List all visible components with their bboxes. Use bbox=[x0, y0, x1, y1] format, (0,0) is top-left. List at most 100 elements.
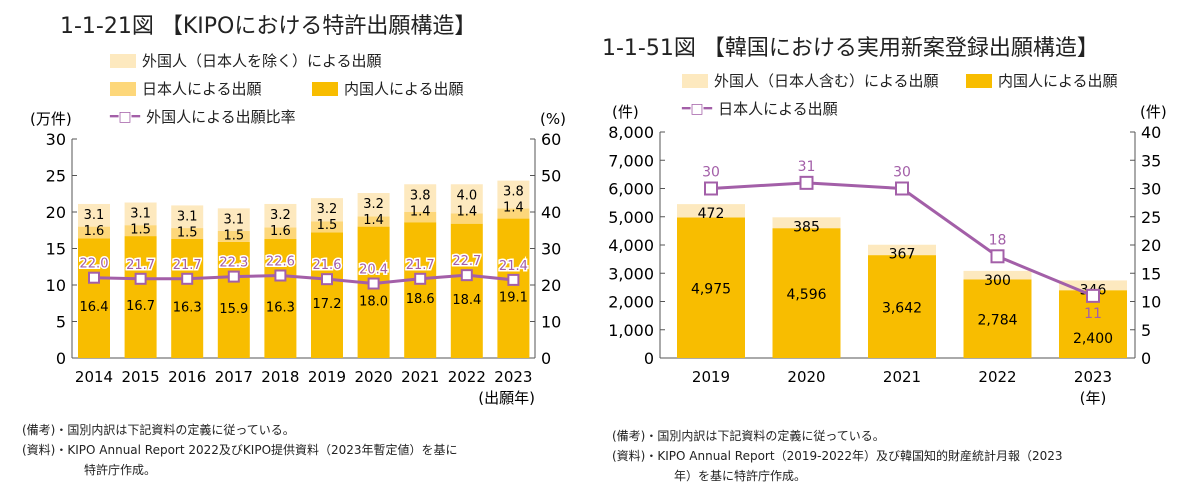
bar-label: 18.0 bbox=[359, 294, 388, 309]
chart2-notes: (備考)・国別内訳は下記資料の定義に従っている。 (資料)・KIPO Annual… bbox=[612, 426, 1063, 486]
bar-segment bbox=[357, 226, 390, 358]
bar-foreign bbox=[963, 270, 1032, 280]
legend-label: 外国人（日本人含む）による出願 bbox=[714, 72, 939, 90]
x-tick-label: 2021 bbox=[883, 368, 921, 386]
y-tick-label: 6,000 bbox=[608, 180, 654, 199]
bar-segment bbox=[78, 226, 110, 239]
bar-label: 18.4 bbox=[452, 293, 481, 308]
bar-label: 1.5 bbox=[177, 225, 198, 240]
bar-domestic bbox=[868, 255, 936, 358]
bar-label: 3.1 bbox=[130, 207, 151, 222]
line-label: 21.7 bbox=[406, 258, 435, 273]
y-tick-label: 5,000 bbox=[608, 208, 654, 227]
legend-domestic: 内国人による出願 bbox=[966, 70, 1118, 91]
bar-label: 1.6 bbox=[270, 224, 291, 239]
legend-japanese: 日本人による出願 bbox=[110, 78, 262, 99]
bar-segment bbox=[450, 184, 483, 214]
x-tick-label: 2022 bbox=[978, 368, 1016, 386]
x-tick-label: 2017 bbox=[215, 368, 253, 386]
bar-label: 472 bbox=[698, 206, 725, 222]
y2-axis-unit: (%) bbox=[540, 110, 566, 128]
bar-foreign bbox=[868, 244, 936, 256]
bar-label: 385 bbox=[793, 219, 820, 235]
bar-domestic bbox=[963, 279, 1032, 358]
legend-label: 内国人による出願 bbox=[344, 80, 464, 98]
bar-foreign bbox=[1059, 280, 1127, 291]
note: (資料)・KIPO Annual Report 2022及びKIPO提供資料（2… bbox=[22, 443, 458, 457]
line-label: 20.4 bbox=[359, 263, 388, 278]
bar-label: 4,596 bbox=[786, 287, 826, 303]
bar-label: 300 bbox=[984, 273, 1011, 289]
y-tick-label: 4,000 bbox=[608, 236, 654, 255]
legend-foreign: 外国人（日本人を除く）による出願 bbox=[110, 50, 382, 71]
bar-segment bbox=[217, 208, 250, 231]
line-point bbox=[181, 272, 194, 285]
x-tick-label: 2015 bbox=[122, 368, 160, 386]
bar-segment bbox=[171, 239, 204, 358]
legend-foreign: 外国人（日本人含む）による出願 bbox=[682, 70, 939, 91]
y-tick-label: 20 bbox=[46, 203, 66, 222]
line-label: 21.6 bbox=[313, 258, 342, 273]
x-tick-label: 2019 bbox=[308, 368, 346, 386]
bar-label: 3.1 bbox=[177, 209, 198, 224]
legend-swatch bbox=[966, 73, 992, 88]
note: (備考)・国別内訳は下記資料の定義に従っている。 bbox=[612, 429, 885, 443]
line-label: 30 bbox=[702, 165, 720, 181]
bar-label: 1.4 bbox=[410, 204, 431, 219]
legend-ratio: ━□━ 外国人による出願比率 bbox=[110, 106, 296, 127]
y2-tick-label: 50 bbox=[541, 167, 561, 186]
y2-tick-label: 30 bbox=[1141, 180, 1161, 199]
y-tick-label: 25 bbox=[46, 167, 66, 186]
line-point bbox=[88, 271, 100, 284]
bar-label: 3.8 bbox=[410, 188, 431, 203]
bar-segment bbox=[171, 205, 204, 229]
legend-swatch bbox=[682, 73, 708, 88]
bar-label: 3.1 bbox=[84, 208, 105, 223]
y-tick-label: 2,000 bbox=[608, 293, 654, 312]
line-point bbox=[799, 175, 814, 190]
bar-label: 4,975 bbox=[691, 282, 731, 298]
legend-swatch bbox=[110, 53, 136, 68]
bar-label: 19.1 bbox=[499, 290, 528, 305]
y-tick-label: 1,000 bbox=[608, 321, 654, 340]
bar-segment bbox=[404, 184, 437, 212]
line-point bbox=[507, 273, 520, 286]
line-point bbox=[460, 269, 473, 282]
line-point bbox=[134, 272, 147, 285]
y2-tick-label: 60 bbox=[541, 130, 561, 149]
line-label: 22.0 bbox=[80, 257, 109, 272]
bar-segment bbox=[311, 198, 343, 222]
x-tick-label: 2023 bbox=[1074, 368, 1112, 386]
bar-segment bbox=[357, 193, 390, 217]
y-tick-label: 7,000 bbox=[608, 151, 654, 170]
bar-label: 2,784 bbox=[977, 313, 1017, 329]
line-point bbox=[274, 269, 287, 282]
bar-label: 2,400 bbox=[1073, 331, 1113, 347]
legend-label: 日本人による出願 bbox=[718, 100, 838, 118]
bar-foreign bbox=[772, 217, 841, 229]
bar-segment bbox=[497, 180, 530, 209]
legend-swatch bbox=[110, 81, 136, 96]
y2-tick-label: 20 bbox=[1141, 236, 1161, 255]
line-point bbox=[704, 181, 718, 196]
bar-label: 17.2 bbox=[313, 297, 342, 312]
line-point bbox=[367, 277, 380, 290]
bar-label: 367 bbox=[889, 247, 916, 263]
bar-segment bbox=[78, 238, 110, 358]
line-label: 21.7 bbox=[126, 258, 155, 273]
chart2-title: 1-1-51図 【韓国における実用新案登録出願構造】 bbox=[602, 36, 1099, 61]
bar-segment bbox=[497, 218, 530, 358]
y2-tick-label: 25 bbox=[1141, 208, 1161, 227]
bar-segment bbox=[497, 208, 530, 219]
line-label: 21.7 bbox=[173, 258, 202, 273]
y-tick-label: 0 bbox=[56, 349, 66, 368]
line-marker-icon: ━□━ bbox=[110, 108, 141, 125]
line-label: 22.6 bbox=[266, 255, 295, 270]
bar-segment bbox=[217, 241, 250, 358]
bar-label: 1.5 bbox=[223, 228, 244, 243]
legend-swatch bbox=[312, 81, 338, 96]
bar-segment bbox=[450, 213, 483, 224]
y2-tick-label: 40 bbox=[541, 203, 561, 222]
note: 年）を基に特許庁作成。 bbox=[674, 469, 807, 483]
bar-label: 15.9 bbox=[219, 302, 248, 317]
